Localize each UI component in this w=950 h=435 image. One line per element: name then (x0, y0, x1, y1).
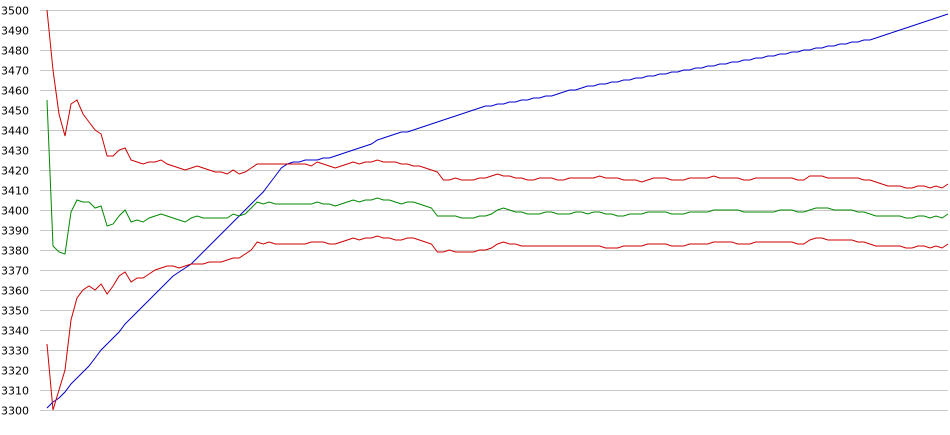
y-axis-tick-labels: 3500 3490 3480 3470 3460 3450 3440 3430 3420 3410… (1, 5, 29, 418)
y-tick-label: 3330 (1, 345, 29, 358)
y-tick-label: 3310 (1, 385, 29, 398)
series-line-2 (46, 9, 949, 189)
y-tick-label: 3400 (1, 205, 29, 218)
y-tick-label: 3430 (1, 145, 29, 158)
series-line-3 (46, 99, 949, 255)
y-tick-label: 3340 (1, 325, 29, 338)
y-tick-label: 3470 (1, 65, 29, 78)
y-tick-label: 3500 (1, 5, 29, 18)
y-tick-label: 3490 (1, 25, 29, 38)
y-tick-label: 3450 (1, 105, 29, 118)
y-tick-label: 3480 (1, 45, 29, 58)
y-tick-label: 3320 (1, 365, 29, 378)
series-line-1 (46, 13, 949, 409)
y-tick-label: 3440 (1, 125, 29, 138)
series-lines (46, 9, 949, 411)
series-line-4 (46, 235, 949, 411)
y-tick-label: 3370 (1, 265, 29, 278)
y-tick-label: 3410 (1, 185, 29, 198)
y-tick-label: 3360 (1, 285, 29, 298)
y-tick-label: 3390 (1, 225, 29, 238)
y-tick-label: 3380 (1, 245, 29, 258)
y-tick-label: 3460 (1, 85, 29, 98)
y-tick-label: 3420 (1, 165, 29, 178)
grid-lines (40, 10, 948, 411)
y-tick-label: 3350 (1, 305, 29, 318)
y-tick-label: 3300 (1, 405, 29, 418)
